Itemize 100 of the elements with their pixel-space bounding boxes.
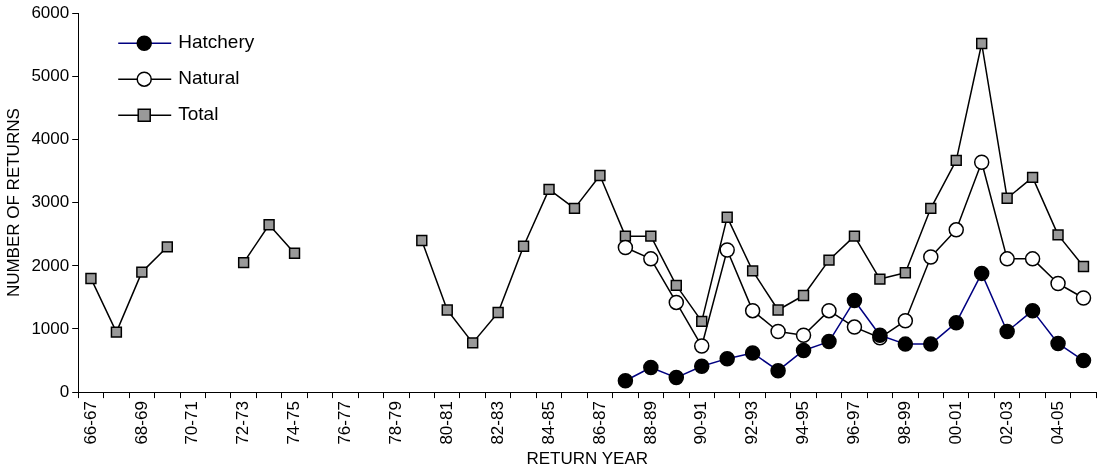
point xyxy=(693,358,710,374)
point xyxy=(999,323,1015,340)
point xyxy=(925,202,937,215)
x-tick-label: 92-93 xyxy=(742,401,762,445)
point xyxy=(770,362,786,379)
x-tick-label: 04-05 xyxy=(1047,401,1067,445)
point xyxy=(617,373,634,389)
point xyxy=(237,256,250,269)
x-tick-label: 88-89 xyxy=(640,401,660,445)
y-tick-label: 5000 xyxy=(31,66,70,86)
point xyxy=(696,315,708,328)
point xyxy=(668,294,685,311)
point xyxy=(975,37,988,50)
x-tick-label: 66-67 xyxy=(80,401,100,445)
point xyxy=(719,242,735,258)
point xyxy=(846,292,863,309)
point xyxy=(719,350,735,367)
point xyxy=(85,272,97,285)
x-axis-title: RETURN YEAR xyxy=(526,449,648,469)
point xyxy=(543,183,555,196)
point xyxy=(874,273,886,285)
point xyxy=(795,327,812,344)
point xyxy=(1052,229,1064,241)
point xyxy=(948,222,964,238)
x-tick-label: 72-73 xyxy=(233,401,253,445)
point xyxy=(568,202,581,215)
point xyxy=(693,338,710,354)
point xyxy=(770,323,786,340)
point xyxy=(617,239,634,256)
legend-label: Hatchery xyxy=(178,31,255,53)
point xyxy=(797,289,810,302)
point xyxy=(1075,352,1092,369)
point xyxy=(643,251,659,267)
point xyxy=(846,319,863,335)
point xyxy=(1024,302,1041,319)
point xyxy=(594,169,606,182)
y-tick-label: 1000 xyxy=(31,318,70,338)
point xyxy=(619,230,632,242)
point xyxy=(923,249,939,265)
point xyxy=(823,254,835,266)
point xyxy=(1077,260,1090,273)
point xyxy=(973,265,990,282)
point xyxy=(670,279,682,292)
x-tick-label: 86-87 xyxy=(589,401,609,445)
x-tick-label: 02-03 xyxy=(996,401,1016,445)
point xyxy=(492,306,504,319)
x-tick-label: 96-97 xyxy=(844,401,864,445)
point xyxy=(1001,192,1013,204)
y-tick-label: 4000 xyxy=(31,129,70,149)
x-tick-label: 84-85 xyxy=(538,401,558,445)
point xyxy=(110,326,123,338)
point xyxy=(517,240,530,252)
point xyxy=(1026,171,1039,184)
point xyxy=(999,251,1015,267)
x-tick-label: 94-95 xyxy=(793,401,813,445)
point xyxy=(466,337,479,349)
legend-label: Natural xyxy=(178,67,240,89)
point xyxy=(136,266,148,278)
x-tick-label: 74-75 xyxy=(284,401,304,445)
point xyxy=(795,342,812,359)
point xyxy=(744,302,761,319)
point xyxy=(1050,275,1066,292)
y-tick-label: 2000 xyxy=(31,255,70,275)
point xyxy=(645,230,657,242)
x-tick-label: 98-99 xyxy=(895,401,915,445)
point xyxy=(288,247,301,259)
point xyxy=(416,234,428,247)
x-tick-label: 80-81 xyxy=(436,401,456,445)
point xyxy=(161,241,173,253)
point xyxy=(263,219,275,231)
point xyxy=(848,230,861,242)
y-tick-label: 0 xyxy=(59,381,70,401)
point xyxy=(668,369,685,386)
point xyxy=(821,302,837,319)
x-tick-label: 68-69 xyxy=(131,401,151,445)
point xyxy=(746,265,759,277)
point xyxy=(772,304,784,316)
point xyxy=(1024,251,1041,267)
x-tick-label: 78-79 xyxy=(386,401,406,445)
point xyxy=(923,336,939,352)
y-axis-title: NUMBER OF RETURNS xyxy=(3,108,23,298)
point xyxy=(744,345,761,361)
x-tick-label: 82-83 xyxy=(487,401,507,445)
legend-label: Total xyxy=(178,103,219,125)
y-tick-label: 3000 xyxy=(31,192,70,212)
point xyxy=(1075,290,1092,306)
point xyxy=(973,154,990,170)
x-tick-label: 76-77 xyxy=(335,401,355,445)
point xyxy=(897,336,914,352)
point xyxy=(1050,335,1066,352)
point xyxy=(721,211,733,223)
x-tick-label: 90-91 xyxy=(691,401,711,445)
point xyxy=(899,267,912,279)
point xyxy=(950,154,962,167)
x-tick-label: 00-01 xyxy=(945,401,965,445)
point xyxy=(821,333,837,350)
point xyxy=(897,313,914,329)
point xyxy=(643,359,659,376)
point xyxy=(441,304,453,316)
y-tick-label: 6000 xyxy=(31,2,70,22)
